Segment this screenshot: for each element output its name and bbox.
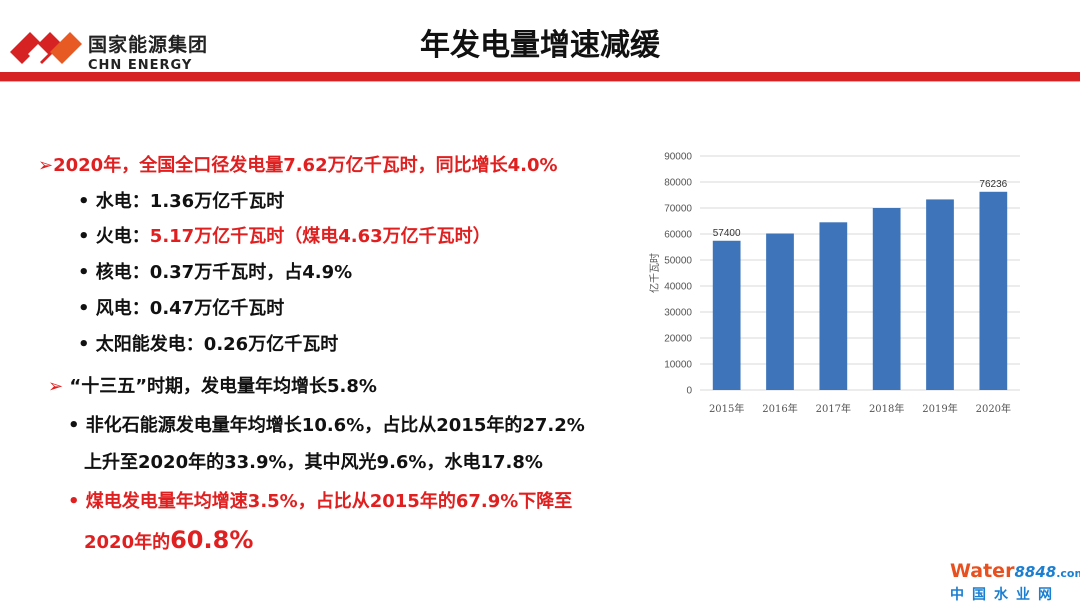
bullet-dot-icon: • <box>78 191 90 212</box>
y-tick-label: 70000 <box>664 204 692 215</box>
item-wind: • 风电：0.47万亿千瓦时 <box>78 298 285 319</box>
bar <box>766 233 794 390</box>
y-tick-label: 50000 <box>664 256 692 267</box>
arrow-bullet-icon: ➢ <box>38 155 54 176</box>
arrow-bullet-icon: ➢ <box>48 376 64 397</box>
y-axis-label: 亿千瓦时 <box>648 253 661 293</box>
bullet-dot-icon: • <box>68 415 80 436</box>
bullet-2020-generation: ➢2020年，全国全口径发电量7.62万亿千瓦时，同比增长4.0% <box>38 155 558 176</box>
x-tick-label: 2020年 <box>976 402 1011 415</box>
generation-bar-chart: 0 10000 20000 30000 40000 50000 60000 70000 8000… <box>648 152 1020 415</box>
bullet-dot-icon: • <box>78 298 90 319</box>
brand-name-en: CHN ENERGY <box>88 58 193 72</box>
bar <box>872 208 901 390</box>
bar-data-label: 76236 <box>979 179 1007 190</box>
bar <box>819 222 848 390</box>
item-thermal: • 火电：5.17万亿千瓦时（煤电4.63万亿千瓦时） <box>78 226 491 247</box>
header-red-bar <box>0 72 1080 81</box>
watermark-site: Water8848.com <box>950 560 1080 582</box>
x-tick-label: 2018年 <box>869 402 904 415</box>
y-tick-label: 90000 <box>664 152 692 163</box>
bullet-dot-icon: • <box>68 491 80 512</box>
bullet-13th-five-year: ➢ “十三五”时期，发电量年均增长5.8% <box>48 376 377 397</box>
bullet-dot-icon: • <box>78 226 90 247</box>
sub-nonfossil-line1: • 非化石能源发电量年均增长10.6%，占比从2015年的27.2% <box>68 415 585 436</box>
brand-name-cn: 国家能源集团 <box>88 34 209 56</box>
bar <box>712 240 741 390</box>
item-hydro: • 水电：1.36万亿千瓦时 <box>78 191 285 212</box>
x-tick-label: 2016年 <box>762 402 797 415</box>
x-tick-label: 2019年 <box>922 402 957 415</box>
coal-share-value: 60.8% <box>170 526 254 554</box>
y-tick-label: 30000 <box>664 308 692 319</box>
x-tick-label: 2017年 <box>816 402 851 415</box>
x-tick-label: 2015年 <box>709 402 744 415</box>
header-divider <box>0 81 1080 82</box>
chn-energy-logo-icon <box>10 32 82 64</box>
sub-coal-line2: 2020年的60.8% <box>84 526 254 554</box>
sub-coal-line1: • 煤电发电量年均增速3.5%，占比从2015年的67.9%下降至 <box>68 491 573 512</box>
bullet-dot-icon: • <box>78 334 90 355</box>
y-tick-label: 60000 <box>664 230 692 241</box>
bar-data-label: 57400 <box>713 228 741 239</box>
header: 国家能源集团 CHN ENERGY 年发电量增速减缓 <box>0 0 1080 80</box>
y-tick-label: 80000 <box>664 178 692 189</box>
bar <box>979 191 1008 390</box>
y-tick-label: 0 <box>686 386 692 397</box>
y-tick-label: 10000 <box>664 360 692 371</box>
item-nuclear: • 核电：0.37万千瓦时，占4.9% <box>78 262 353 283</box>
y-tick-label: 20000 <box>664 334 692 345</box>
watermark-cn: 中国水业网 <box>950 587 1060 603</box>
y-tick-label: 40000 <box>664 282 692 293</box>
item-solar: • 太阳能发电：0.26万亿千瓦时 <box>78 334 339 355</box>
page-title: 年发电量增速减缓 <box>420 28 660 63</box>
sub-nonfossil-line2: 上升至2020年的33.9%，其中风光9.6%，水电17.8% <box>84 452 543 473</box>
bar <box>926 199 954 390</box>
bullet-dot-icon: • <box>78 262 90 283</box>
watermark: Water8848.com 中国水业网 <box>950 560 1080 606</box>
